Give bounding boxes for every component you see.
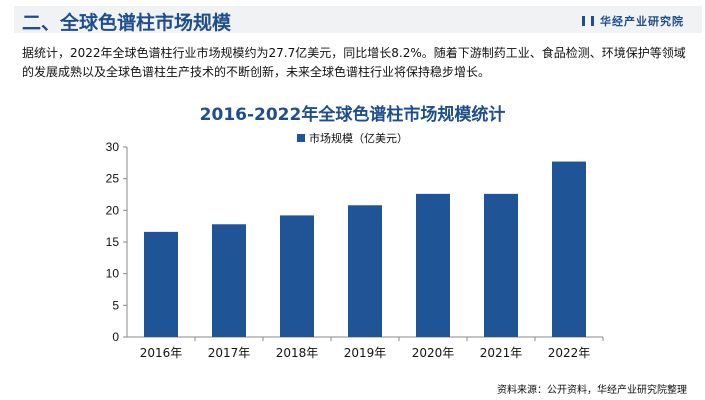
brand-logo: 华经产业研究院 — [582, 13, 684, 29]
chart-legend: 市场规模（亿美元） — [0, 130, 705, 146]
x-tick-label: 2020年 — [412, 346, 455, 360]
x-tick-label: 2021年 — [480, 346, 523, 360]
summary-paragraph: 据统计，2022年全球色谱柱行业市场规模约为27.7亿美元，同比增长8.2%。随… — [22, 46, 686, 79]
bar — [484, 193, 518, 337]
chart-title: 2016-2022年全球色谱柱市场规模统计 — [199, 105, 506, 125]
section-title: 二、全球色谱柱市场规模 — [22, 12, 232, 34]
brand-icon — [582, 16, 594, 26]
y-tick-label: 25 — [106, 172, 120, 186]
x-tick-label: 2016年 — [140, 346, 183, 360]
y-tick-label: 15 — [106, 235, 120, 249]
bar — [552, 161, 586, 337]
y-tick-label: 10 — [106, 267, 120, 281]
bar — [144, 231, 178, 337]
bar — [416, 193, 450, 337]
y-tick-label: 30 — [106, 140, 120, 154]
bar — [280, 215, 314, 337]
section-header: 二、全球色谱柱市场规模 华经产业研究院 — [14, 6, 702, 34]
brand-name: 华经产业研究院 — [600, 15, 684, 28]
y-tick-label: 20 — [106, 203, 120, 217]
y-tick-label: 5 — [112, 298, 119, 312]
x-tick-label: 2018年 — [276, 346, 319, 360]
x-tick-label: 2022年 — [548, 346, 591, 360]
x-tick-label: 2017年 — [208, 346, 251, 360]
legend-swatch — [297, 134, 305, 142]
x-tick-label: 2019年 — [344, 346, 387, 360]
bar — [348, 205, 382, 337]
y-tick-label: 0 — [112, 330, 119, 344]
bar — [212, 224, 246, 337]
legend-label: 市场规模（亿美元） — [309, 132, 408, 145]
source-note: 资料来源：公开资料，华经产业研究院整理 — [497, 385, 687, 396]
